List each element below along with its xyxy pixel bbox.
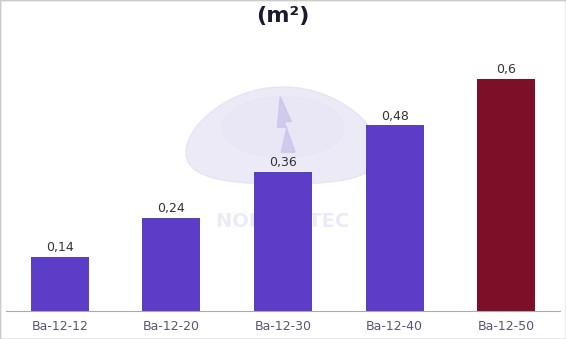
Text: 0,36: 0,36 bbox=[269, 156, 297, 169]
Polygon shape bbox=[186, 87, 380, 184]
Text: 0,14: 0,14 bbox=[46, 241, 74, 254]
Text: 0,24: 0,24 bbox=[157, 202, 185, 215]
Text: NORDIC TEC: NORDIC TEC bbox=[216, 212, 350, 231]
Bar bbox=[366, 125, 423, 311]
Ellipse shape bbox=[222, 97, 344, 158]
Text: 0,6: 0,6 bbox=[496, 63, 516, 76]
Bar bbox=[31, 257, 89, 311]
Bar bbox=[143, 218, 200, 311]
Bar bbox=[254, 172, 312, 311]
Polygon shape bbox=[277, 97, 295, 152]
Text: 0,48: 0,48 bbox=[381, 109, 409, 123]
Title: (m²): (m²) bbox=[256, 5, 310, 25]
Bar bbox=[477, 79, 535, 311]
